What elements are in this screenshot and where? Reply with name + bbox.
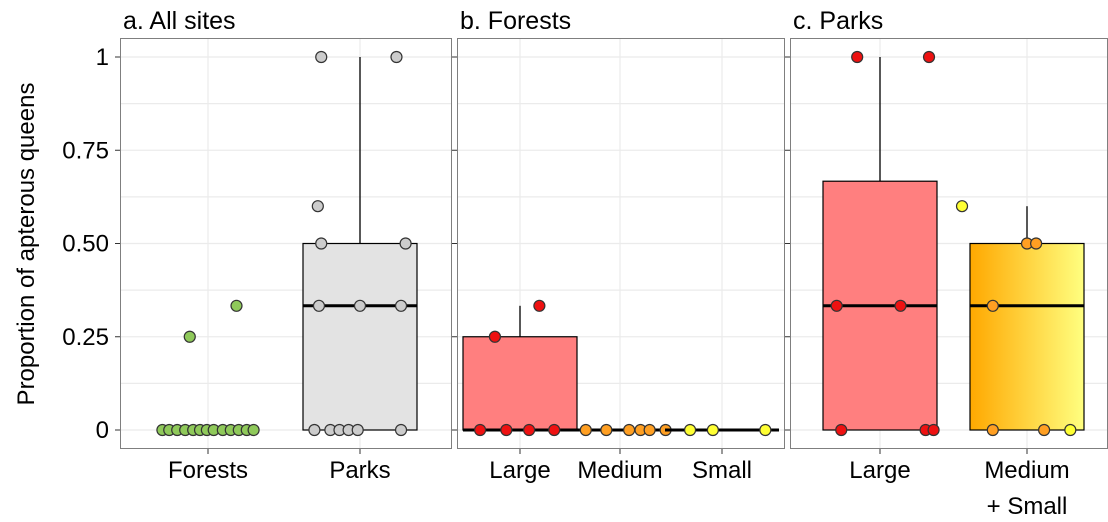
data-point [523, 423, 536, 437]
data-point [1030, 237, 1043, 250]
data-point [922, 50, 936, 64]
data-point [474, 423, 487, 437]
box [302, 242, 418, 431]
data-point [533, 299, 546, 312]
x-tick-label: Small [692, 457, 752, 484]
x-tick-label: Forests [168, 457, 248, 484]
data-point [830, 299, 843, 312]
data-point [759, 423, 772, 437]
data-point [548, 423, 561, 437]
y-tick-label: 0.50 [62, 231, 109, 258]
panel-title: b. Forests [460, 7, 571, 35]
data-point [230, 299, 243, 312]
box [969, 242, 1085, 431]
data-point [986, 299, 999, 312]
data-point [600, 423, 613, 437]
x-tick-label: Large [849, 457, 910, 484]
data-point [183, 330, 196, 343]
x-tick-label: Medium [984, 457, 1069, 484]
x-tick-label: + Small [987, 493, 1068, 520]
data-point [500, 423, 513, 437]
data-point [351, 423, 364, 437]
panel-title: c. Parks [793, 7, 883, 35]
panel-3: c. Parks Large Medium + Small [785, 7, 1108, 520]
data-point [353, 299, 367, 312]
x-tick-label: Large [489, 457, 550, 484]
panel-2: b. Forests Large Medium Small [452, 7, 785, 484]
data-point [955, 200, 969, 213]
y-tick-label: 0.25 [62, 324, 109, 351]
x-tick-label: Medium [577, 457, 662, 484]
data-point [927, 423, 940, 437]
data-point [399, 237, 412, 250]
y-tick-label: 0.75 [62, 137, 109, 164]
data-point [315, 50, 328, 64]
data-point [1064, 423, 1077, 437]
y-tick-label: 0 [96, 417, 109, 444]
data-point [394, 423, 408, 437]
data-point [894, 299, 907, 312]
data-point [683, 423, 697, 437]
data-point [308, 423, 321, 437]
data-point [986, 423, 999, 437]
x-tick-label: Parks [329, 457, 390, 484]
data-point [835, 423, 848, 437]
data-point [394, 299, 408, 312]
data-point [1037, 423, 1051, 437]
data-point [247, 423, 260, 437]
data-point [311, 200, 324, 213]
data-point [706, 423, 719, 437]
box [462, 336, 578, 431]
data-point [312, 299, 326, 312]
panel-title: a. All sites [123, 7, 236, 35]
y-axis-label: Proportion of apterous queens [13, 83, 40, 406]
data-point [851, 50, 864, 64]
y-tick-label: 1 [96, 44, 109, 71]
data-point [643, 423, 656, 437]
data-point [390, 50, 403, 64]
data-point [488, 330, 502, 343]
data-point [315, 237, 328, 250]
data-point [579, 423, 592, 437]
data-point [623, 423, 636, 437]
panel-1: 0 0.25 0.50 0.75 1 a. All sites Forests Parks [62, 7, 452, 484]
